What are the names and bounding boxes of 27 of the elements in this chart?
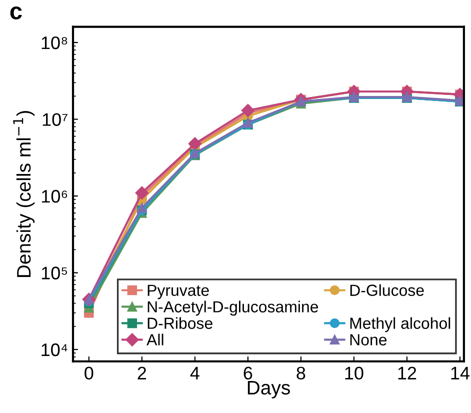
point (188, 137, 202, 150)
legend-label: Pyruvate (148, 284, 209, 300)
x-tick-label: 0 (84, 366, 94, 380)
y-tick-label: 10⁷ (42, 113, 68, 126)
x-tick-label: 2 (138, 366, 146, 380)
legend-label: All (146, 334, 164, 346)
legend-label: D-Ribose (148, 317, 212, 329)
x-tick-label: 8 (296, 366, 306, 380)
legend-label: Methyl alcohol (350, 317, 450, 332)
x-tick-label: 10 (345, 366, 364, 380)
point (135, 186, 149, 200)
x-tick-label: 6 (244, 366, 252, 380)
x-axis-title: Days (248, 381, 290, 398)
y-tick-label: 10⁸ (42, 36, 68, 50)
legend-label: D-Glucose (350, 284, 424, 296)
y-tick-label: 10⁴ (42, 343, 68, 356)
chart-title: c (10, 6, 22, 20)
point (241, 104, 255, 118)
y-tick-label: 10⁵ (42, 266, 68, 280)
x-tick-label: 4 (190, 366, 200, 380)
y-tick-label: 10⁶ (42, 190, 68, 203)
y-axis-title: Density (cells ml$^{−1}$) (13, 111, 35, 277)
point (137, 203, 147, 213)
legend-label: N-Acetyl-D-glucosamine (148, 300, 318, 316)
x-tick-label: 14 (451, 366, 470, 380)
legend-label: None (350, 334, 387, 346)
x-tick-label: 12 (398, 366, 416, 380)
